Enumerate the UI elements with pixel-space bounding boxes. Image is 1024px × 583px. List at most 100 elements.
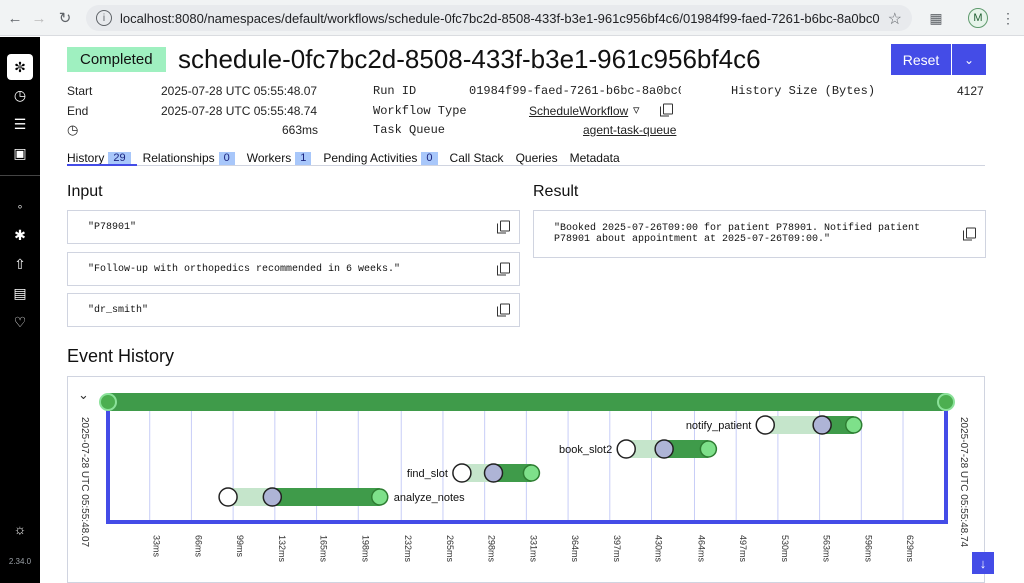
run-id-value: 01984f99-faed-7261-b6bc-8a0bc0609 (469, 84, 681, 98)
time-tick-label: 331ms (528, 535, 538, 563)
copy-icon[interactable] (497, 262, 510, 276)
filter-icon[interactable]: ▿ (633, 102, 640, 117)
tab-relationships[interactable]: Relationships 0 (143, 151, 235, 165)
start-value: 2025-07-28 UTC 05:55:48.07 (161, 84, 318, 98)
tab-history[interactable]: History 29 (67, 151, 131, 165)
workflow-type-link[interactable]: ScheduleWorkflow (529, 104, 629, 118)
browser-menu-icon[interactable]: ⋮ (1001, 9, 1015, 26)
docs-icon[interactable]: ▤ (13, 284, 27, 301)
copy-icon[interactable] (497, 220, 510, 234)
tab-count-badge: 29 (108, 151, 131, 165)
extension-icon[interactable]: ▦ (929, 9, 943, 26)
back-icon[interactable]: ← (7, 9, 23, 27)
nexus-icon[interactable]: ◦ (17, 198, 23, 214)
reset-button[interactable]: Reset (891, 44, 951, 75)
input-title: Input (67, 183, 103, 200)
tab-bar: History 29 Relationships 0 Workers 1 Pending A… (67, 150, 632, 166)
activity-label: analyze_notes (394, 492, 465, 504)
run-id-label: Run ID (373, 84, 417, 98)
archive-icon[interactable]: ▣ (13, 144, 27, 161)
import-icon[interactable]: ⇧ (14, 255, 26, 272)
activity-started-marker-icon (654, 439, 674, 459)
sidebar: ✼ ◷ ☰ ▣ ◦ ✱ ⇧ ▤ ♡ ☼ 2.34.0 (0, 37, 40, 583)
time-tick-label: 33ms (152, 535, 162, 558)
time-tick-label: 563ms (822, 535, 832, 563)
tab-call-stack[interactable]: Call Stack (450, 151, 504, 165)
tab-label: Pending Activities (323, 151, 418, 165)
input-value-box: "dr_smith" (67, 293, 520, 327)
start-label: Start (67, 84, 93, 98)
time-tick-label: 430ms (653, 535, 663, 563)
tab-label: Workers (246, 151, 292, 165)
task-queue-link[interactable]: agent-task-queue (583, 123, 677, 137)
result-title: Result (533, 183, 579, 200)
status-badge: Completed (67, 47, 166, 72)
activity-running-bar (272, 488, 380, 506)
profile-avatar[interactable]: M (968, 8, 988, 28)
theme-icon[interactable]: ☼ (13, 521, 27, 537)
collapse-chevron-down-icon[interactable]: ⌄ (78, 387, 89, 402)
result-value-box: "Booked 2025-07-26T09:00 for patient P78… (533, 210, 986, 258)
time-tick-label: 265ms (445, 535, 455, 563)
tab-label: History (67, 151, 105, 165)
deployments-icon[interactable]: ✱ (14, 226, 26, 243)
clock-icon: ◷ (67, 122, 79, 137)
workflow-marker-icon (99, 393, 117, 411)
end-label: End (67, 104, 89, 118)
page-title: schedule-0fc7bc2d-8508-433f-b3e1-961c956… (178, 44, 761, 74)
tab-count-badge: 0 (421, 151, 438, 165)
copy-icon[interactable] (660, 103, 673, 116)
time-tick-label: 66ms (193, 535, 203, 558)
forward-icon[interactable]: → (31, 9, 47, 27)
input-value: "dr_smith" (88, 304, 149, 316)
history-size-value: 4127 (957, 84, 984, 98)
time-tick-label: 232ms (403, 535, 413, 563)
time-tick-label: 530ms (780, 535, 790, 563)
activity-completed-marker-icon (699, 440, 718, 458)
tab-metadata[interactable]: Metadata (570, 151, 620, 165)
workflow-bar (108, 393, 946, 411)
activity-label: book_slot2 (559, 444, 612, 456)
tab-queries[interactable]: Queries (516, 151, 558, 165)
activity-scheduled-bar (626, 440, 665, 458)
duration-value: 663ms (282, 123, 319, 137)
time-tick-label: 596ms (863, 535, 873, 563)
scroll-down-arrow-icon[interactable]: ↓ (972, 552, 994, 574)
bookmark-star-icon[interactable]: ☆ (887, 11, 902, 28)
site-info-icon[interactable]: i (96, 10, 112, 26)
schedules-icon[interactable]: ◷ (13, 86, 27, 103)
time-tick-label: 132ms (277, 535, 287, 563)
time-tick-label: 397ms (612, 535, 622, 563)
activity-scheduled-marker-icon (452, 463, 472, 483)
address-bar[interactable]: i localhost:8080/namespaces/default/work… (86, 5, 912, 31)
tab-count-badge: 0 (218, 151, 235, 165)
workflows-icon[interactable]: ✼ (7, 54, 33, 80)
time-tick-label: 364ms (570, 535, 580, 563)
activity-scheduled-marker-icon (616, 439, 636, 459)
url-text: localhost:8080/namespaces/default/workfl… (120, 10, 880, 26)
reload-icon[interactable]: ↻ (58, 10, 72, 27)
time-tick-label: 497ms (738, 535, 748, 563)
time-tick-label: 629ms (905, 535, 915, 563)
browser-toolbar: ← → ↻ i localhost:8080/namespaces/defaul… (0, 0, 1024, 36)
copy-icon[interactable] (497, 303, 510, 317)
tab-label: Call Stack (449, 151, 504, 165)
activity-scheduled-bar (228, 488, 273, 506)
time-tick-label: 99ms (235, 535, 245, 558)
batch-icon[interactable]: ☰ (13, 115, 27, 132)
input-value-box: "P78901" (67, 210, 520, 244)
task-queue-label: Task Queue (373, 123, 446, 137)
tab-pending-activities[interactable]: Pending Activities 0 (323, 151, 438, 165)
tab-label: Relationships (142, 151, 215, 165)
time-tick-label: 198ms (360, 535, 370, 563)
workflow-type-label: Workflow Type (373, 104, 467, 118)
reset-menu-chevron-down-icon[interactable]: ⌄ (952, 44, 986, 75)
feedback-icon[interactable]: ♡ (13, 313, 27, 330)
activity-completed-marker-icon (370, 488, 389, 506)
input-value-box: "Follow-up with orthopedics recommended … (67, 252, 520, 286)
tab-workers[interactable]: Workers 1 (247, 151, 312, 165)
activity-started-marker-icon (262, 487, 283, 507)
time-tick-label: 298ms (487, 535, 497, 563)
event-history-timeline: 33ms 66ms 99ms 132ms 165ms 198ms 232ms 265ms 298… (67, 376, 985, 583)
copy-icon[interactable] (963, 227, 976, 241)
